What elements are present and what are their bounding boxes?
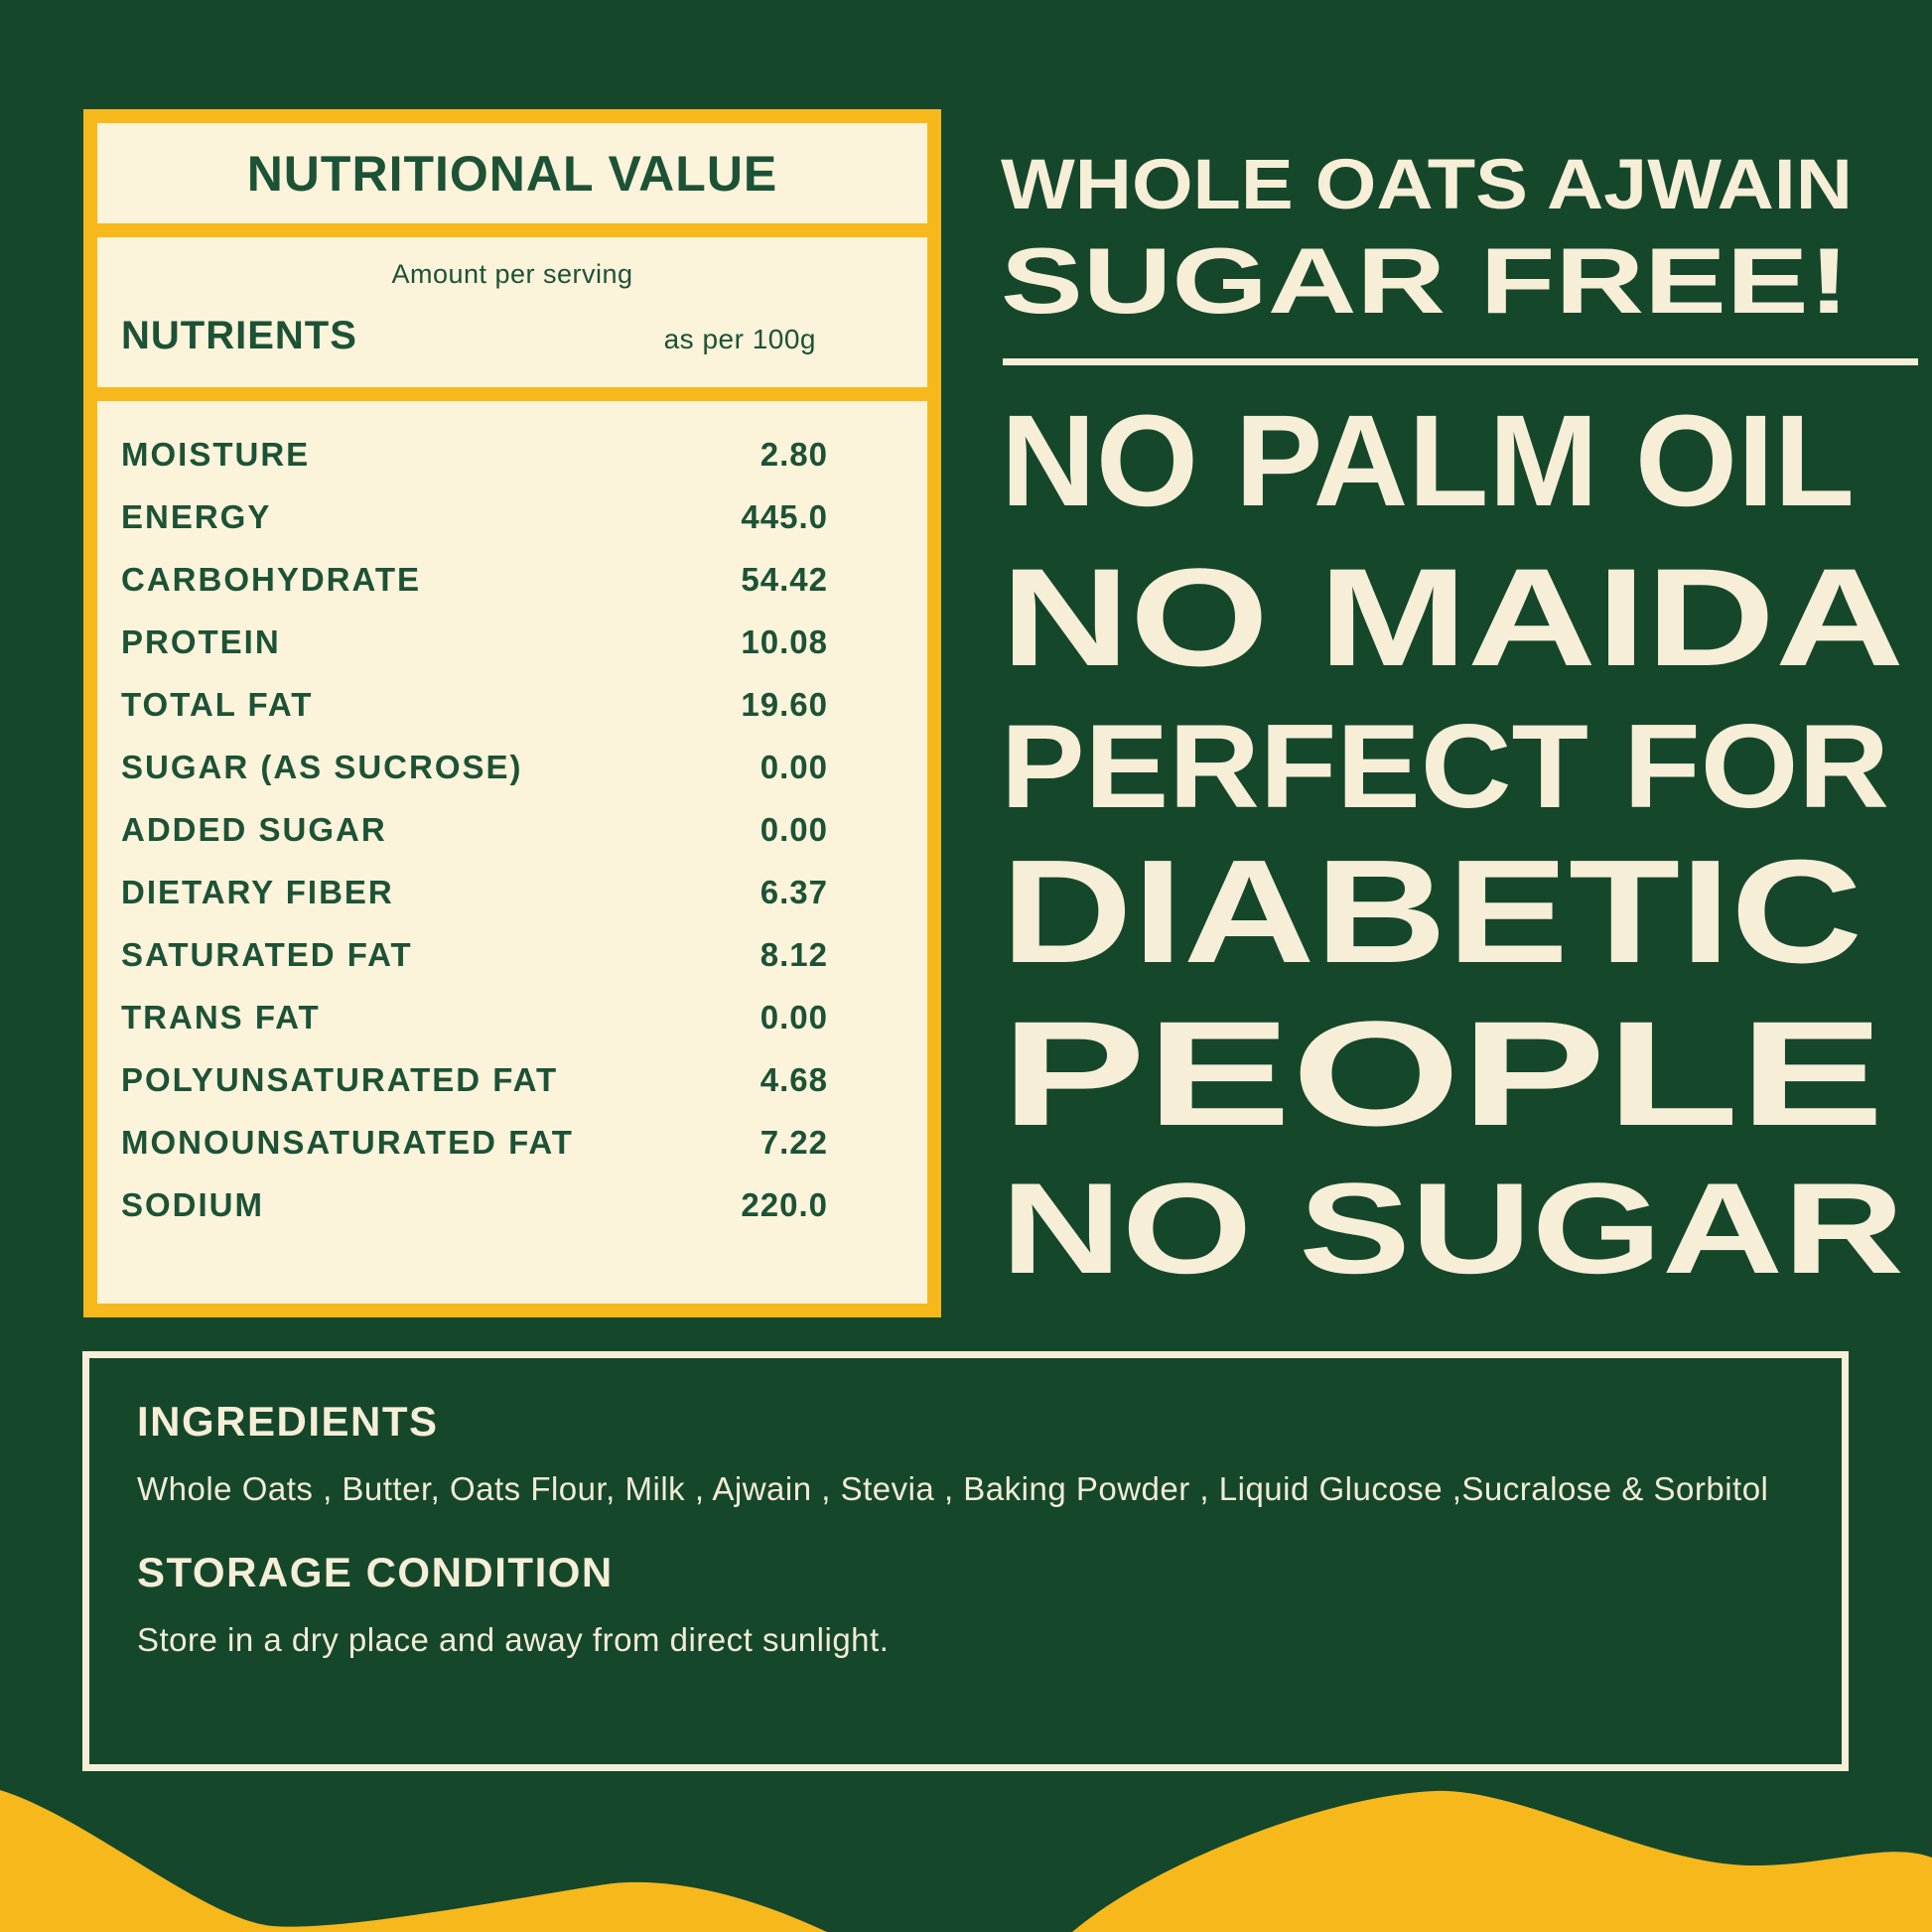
nutrient-label: TRANS FAT (121, 998, 321, 1035)
ingredients-text: Whole Oats , Butter, Oats Flour, Milk , … (137, 1470, 1769, 1507)
nutrient-label: POLYUNSATURATED FAT (121, 1060, 559, 1098)
nutrient-value: 7.22 (759, 1123, 828, 1161)
nutrient-value: 0.00 (759, 998, 828, 1035)
claim-statement: NO MAIDA (1001, 562, 1904, 669)
nutrient-value: 19.60 (741, 685, 828, 723)
svg-text:NO PALM OIL: NO PALM OIL (1001, 408, 1855, 509)
nutrient-value: 8.12 (759, 935, 828, 973)
info-box: INGREDIENTS Whole Oats , Butter, Oats Fl… (82, 1351, 1849, 1771)
storage-text: Store in a dry place and away from direc… (137, 1620, 890, 1658)
claim-statement: DIABETIC (1001, 853, 1863, 966)
nutrient-label: ENERGY (121, 497, 272, 535)
svg-text:NO SUGAR: NO SUGAR (1001, 1176, 1904, 1277)
nutrients-column-header: NUTRIENTS (121, 314, 357, 357)
nutrient-value: 445.0 (741, 497, 828, 535)
table-row: ENERGY 445.0 (121, 485, 828, 548)
nutrient-label: TOTAL FAT (121, 685, 314, 723)
serving-note: Amount per serving (391, 259, 633, 289)
table-row: CARBOHYDRATE 54.42 (121, 548, 828, 611)
svg-text:PEOPLE: PEOPLE (1001, 1015, 1884, 1129)
amount-column-header: as per 100g (663, 324, 816, 354)
bottom-wave-decoration (0, 1790, 1932, 1932)
claim-heading-line1: WHOLE OATS AJWAIN (1001, 154, 1853, 211)
nutrient-value: 0.00 (759, 748, 828, 785)
ingredients-heading: INGREDIENTS (137, 1398, 439, 1445)
table-row: PROTEIN 10.08 (121, 611, 828, 673)
nutrient-label: CARBOHYDRATE (121, 560, 422, 598)
table-row: MOISTURE 2.80 (121, 423, 828, 485)
nutrient-value: 4.68 (759, 1060, 828, 1098)
table-row: POLYUNSATURATED FAT 4.68 (121, 1048, 828, 1111)
table-row: TOTAL FAT 19.60 (121, 673, 828, 736)
svg-text:DIABETIC: DIABETIC (1001, 853, 1863, 966)
panel-divider-top (97, 223, 927, 237)
svg-text:PERFECT FOR: PERFECT FOR (1001, 718, 1889, 811)
nutrient-value: 0.00 (759, 810, 828, 848)
table-row: MONOUNSATURATED FAT 7.22 (121, 1111, 828, 1173)
nutrient-value: 54.42 (741, 560, 828, 598)
column-header-row: NUTRIENTS as per 100g (97, 314, 927, 358)
table-row: SATURATED FAT 8.12 (121, 923, 828, 986)
nutrient-label: PROTEIN (121, 622, 281, 660)
nutrition-panel: NUTRITIONAL VALUE Amount per serving NUT… (83, 109, 941, 1317)
nutrient-label: SODIUM (121, 1185, 264, 1223)
svg-text:WHOLE OATS AJWAIN: WHOLE OATS AJWAIN (1001, 154, 1853, 211)
nutrition-table: MOISTURE 2.80 ENERGY 445.0 CARBOHYDRATE … (97, 401, 927, 1304)
nutrient-label: MOISTURE (121, 435, 311, 473)
table-row: SUGAR (AS SUCROSE) 0.00 (121, 736, 828, 798)
claim-statement: PEOPLE (1001, 1015, 1884, 1129)
nutrient-label: SUGAR (AS SUCROSE) (121, 748, 523, 785)
nutrition-panel-title: NUTRITIONAL VALUE (246, 145, 778, 202)
nutrient-value: 10.08 (741, 622, 828, 660)
svg-text:NO MAIDA: NO MAIDA (1001, 562, 1904, 669)
storage-heading: STORAGE CONDITION (137, 1548, 614, 1595)
claims-divider-line (1003, 358, 1918, 365)
claim-heading-line2: SUGAR FREE! (1001, 241, 1850, 317)
table-row: TRANS FAT 0.00 (121, 986, 828, 1048)
nutrient-label: MONOUNSATURATED FAT (121, 1123, 574, 1161)
nutrient-value: 6.37 (759, 873, 828, 910)
claim-statement: NO PALM OIL (1001, 408, 1855, 509)
claims-block: WHOLE OATS AJWAIN SUGAR FREE! NO PALM OI… (1001, 0, 1924, 1350)
nutrition-panel-header: NUTRITIONAL VALUE (97, 123, 927, 223)
claim-statement: PERFECT FOR (1001, 718, 1889, 811)
nutrient-value: 2.80 (759, 435, 828, 473)
table-row: SODIUM 220.0 (121, 1173, 828, 1236)
svg-text:SUGAR FREE!: SUGAR FREE! (1001, 241, 1850, 317)
nutrient-value: 220.0 (741, 1185, 828, 1223)
nutrient-label: SATURATED FAT (121, 935, 413, 973)
nutrient-label: DIETARY FIBER (121, 873, 394, 910)
table-row: ADDED SUGAR 0.00 (121, 798, 828, 861)
nutrient-label: ADDED SUGAR (121, 810, 387, 848)
table-row: DIETARY FIBER 6.37 (121, 861, 828, 923)
claim-statement: NO SUGAR (1001, 1176, 1904, 1277)
panel-divider-bottom (97, 387, 927, 401)
nutrition-panel-subheader: Amount per serving NUTRIENTS as per 100g (97, 237, 927, 387)
